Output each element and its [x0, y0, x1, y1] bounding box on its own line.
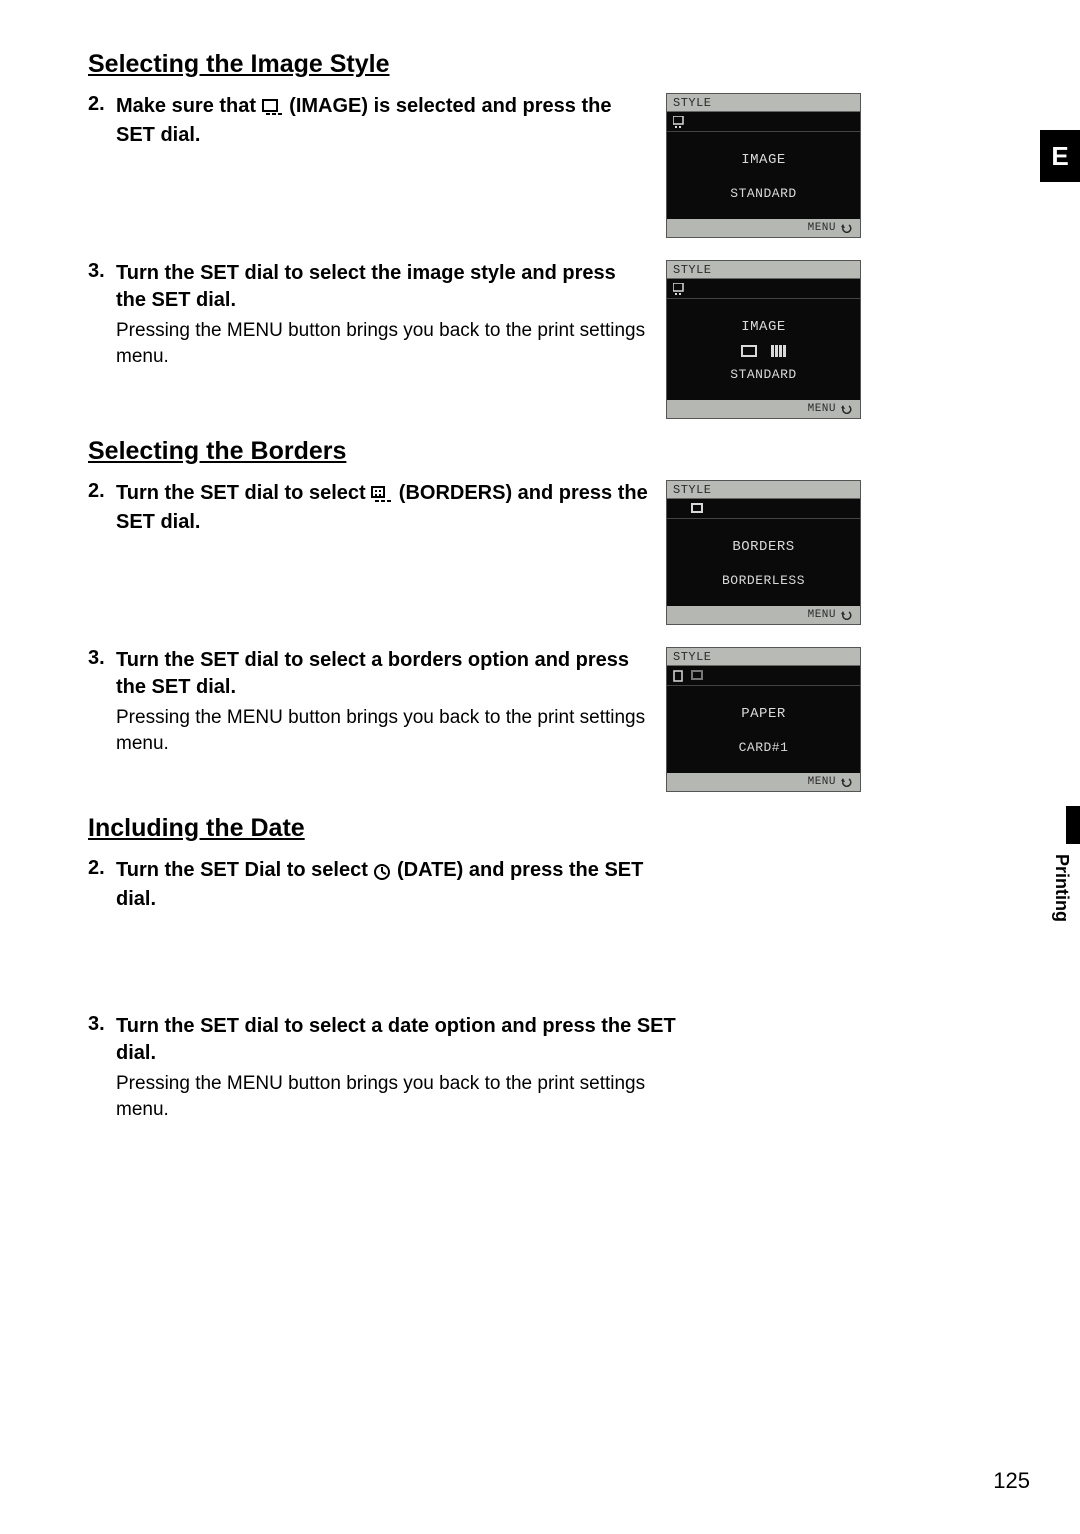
lcd-line: IMAGE [673, 319, 854, 335]
step-title: Turn the SET dial to select a date optio… [116, 1013, 676, 1067]
section-tab-mark [1066, 806, 1080, 844]
borders-icon [691, 503, 705, 515]
step-title: Turn the SET dial to select a borders op… [116, 647, 648, 701]
menu-label: MENU [808, 403, 836, 415]
heading-date: Including the Date [88, 814, 992, 843]
lcd-line: PAPER [673, 706, 854, 722]
heading-image-style: Selecting the Image Style [88, 50, 992, 79]
lcd-line: CARD#1 [673, 740, 854, 755]
heading-borders: Selecting the Borders [88, 437, 992, 466]
lcd-header: STYLE [667, 261, 860, 279]
lcd-line: BORDERS [673, 539, 854, 555]
image-icon [673, 283, 687, 295]
step-title: Turn the SET Dial to select (DATE) and p… [116, 857, 676, 913]
lcd-screen-image-1: STYLE IMAGE STANDARD MENU [666, 93, 861, 238]
borders-icon [691, 670, 705, 682]
lcd-footer: MENU [667, 219, 860, 237]
back-icon [840, 777, 854, 787]
step-title: Turn the SET dial to select the image st… [116, 260, 648, 314]
step-detail: Pressing the MENU button brings you back… [116, 1071, 676, 1122]
text-fragment: Turn the SET dial to select [116, 482, 371, 504]
step-number: 3. [88, 1013, 116, 1122]
lcd-line: IMAGE [673, 152, 854, 168]
option-icon [741, 345, 757, 357]
back-icon [840, 404, 854, 414]
side-section-label: Printing [1051, 854, 1072, 922]
step-number: 2. [88, 93, 116, 149]
lcd-icon-row [667, 279, 860, 299]
language-tab: E [1040, 130, 1080, 182]
step-number: 3. [88, 260, 116, 369]
step-detail: Pressing the MENU button brings you back… [116, 318, 648, 369]
lcd-icon-row [667, 112, 860, 132]
lcd-header: STYLE [667, 94, 860, 112]
menu-label: MENU [808, 222, 836, 234]
lcd-option-icons [673, 345, 854, 357]
step-number: 3. [88, 647, 116, 756]
lcd-line: STANDARD [673, 186, 854, 201]
step-title: Turn the SET dial to select (BORDERS) an… [116, 480, 648, 536]
lcd-line: BORDERLESS [673, 573, 854, 588]
lcd-icon-row [667, 499, 860, 519]
borders-icon [371, 482, 393, 509]
lcd-icon-row [667, 666, 860, 686]
lcd-line: STANDARD [673, 367, 854, 382]
lcd-footer: MENU [667, 773, 860, 791]
lcd-footer: MENU [667, 606, 860, 624]
back-icon [840, 610, 854, 620]
image-icon [673, 116, 687, 128]
lcd-screen-image-2: STYLE IMAGE STANDARD MENU [666, 260, 861, 419]
lcd-screen-borders-1: STYLE BORDERS BORDERLESS MENU [666, 480, 861, 625]
lcd-header: STYLE [667, 648, 860, 666]
lcd-header: STYLE [667, 481, 860, 499]
step-number: 2. [88, 857, 116, 913]
step-number: 2. [88, 480, 116, 536]
menu-label: MENU [808, 609, 836, 621]
option-icon [771, 345, 787, 357]
back-icon [840, 223, 854, 233]
step-detail: Pressing the MENU button brings you back… [116, 705, 648, 756]
paper-icon [673, 670, 685, 682]
text-fragment: Make sure that [116, 95, 262, 117]
text-fragment: Turn the SET Dial to select [116, 859, 373, 881]
page-number: 125 [993, 1468, 1030, 1494]
menu-label: MENU [808, 776, 836, 788]
lcd-screen-borders-2: STYLE PAPER CARD#1 MENU [666, 647, 861, 792]
date-icon [373, 859, 391, 886]
image-icon [262, 95, 284, 122]
step-title: Make sure that (IMAGE) is selected and p… [116, 93, 648, 149]
lcd-footer: MENU [667, 400, 860, 418]
